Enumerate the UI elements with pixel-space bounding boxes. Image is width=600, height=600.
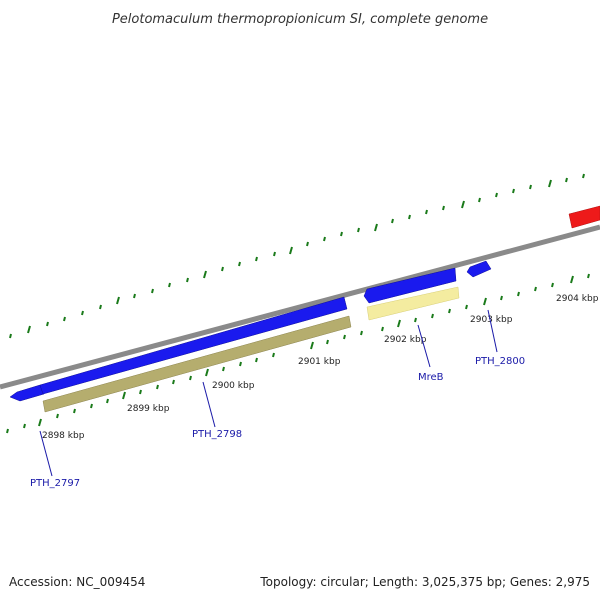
tick-label-2898: 2898 kbp — [42, 431, 85, 441]
tick-label-2903: 2903 kbp — [470, 315, 513, 325]
gene-PTH-2798-track[interactable] — [42, 315, 352, 413]
tick-label-2904: 2904 kbp — [556, 294, 599, 304]
genome-summary-text: Topology: circular; Length: 3,025,375 bp… — [259, 575, 590, 589]
tick-label-2899: 2899 kbp — [127, 404, 170, 414]
tick-label-2900: 2900 kbp — [212, 381, 255, 391]
outer-tick-row — [9, 173, 585, 339]
gene-MreB-track[interactable] — [366, 286, 460, 321]
gene-labels: PTH_2797 PTH_2798 MreB PTH_2800 — [30, 356, 525, 489]
tick-label-2901: 2901 kbp — [298, 357, 341, 367]
gene-label-PTH-2800[interactable]: PTH_2800 — [475, 356, 525, 367]
gene-PTH-2800-arrow[interactable] — [466, 260, 492, 278]
scale-labels: 2898 kbp 2899 kbp 2900 kbp 2901 kbp 2902… — [42, 294, 599, 441]
tick-label-2902: 2902 kbp — [384, 335, 427, 345]
gene-label-PTH-2797[interactable]: PTH_2797 — [30, 478, 80, 489]
gene-MreB-arrow[interactable] — [363, 267, 457, 304]
accession-text: Accession: NC_009454 — [9, 575, 145, 589]
gene-PTH-2798-arrow[interactable] — [39, 296, 348, 395]
gene-label-PTH-2798[interactable]: PTH_2798 — [192, 429, 242, 440]
map-title: Pelotomaculum thermopropionicum SI, comp… — [112, 12, 488, 27]
genome-backbone — [0, 224, 600, 390]
gene-label-MreB[interactable]: MreB — [418, 372, 444, 383]
inner-tick-row — [6, 273, 590, 434]
gene-PTH-2797-arrow[interactable] — [9, 384, 45, 402]
gene-leader-lines — [39, 309, 498, 477]
reverse-strand-gene[interactable] — [568, 205, 600, 229]
